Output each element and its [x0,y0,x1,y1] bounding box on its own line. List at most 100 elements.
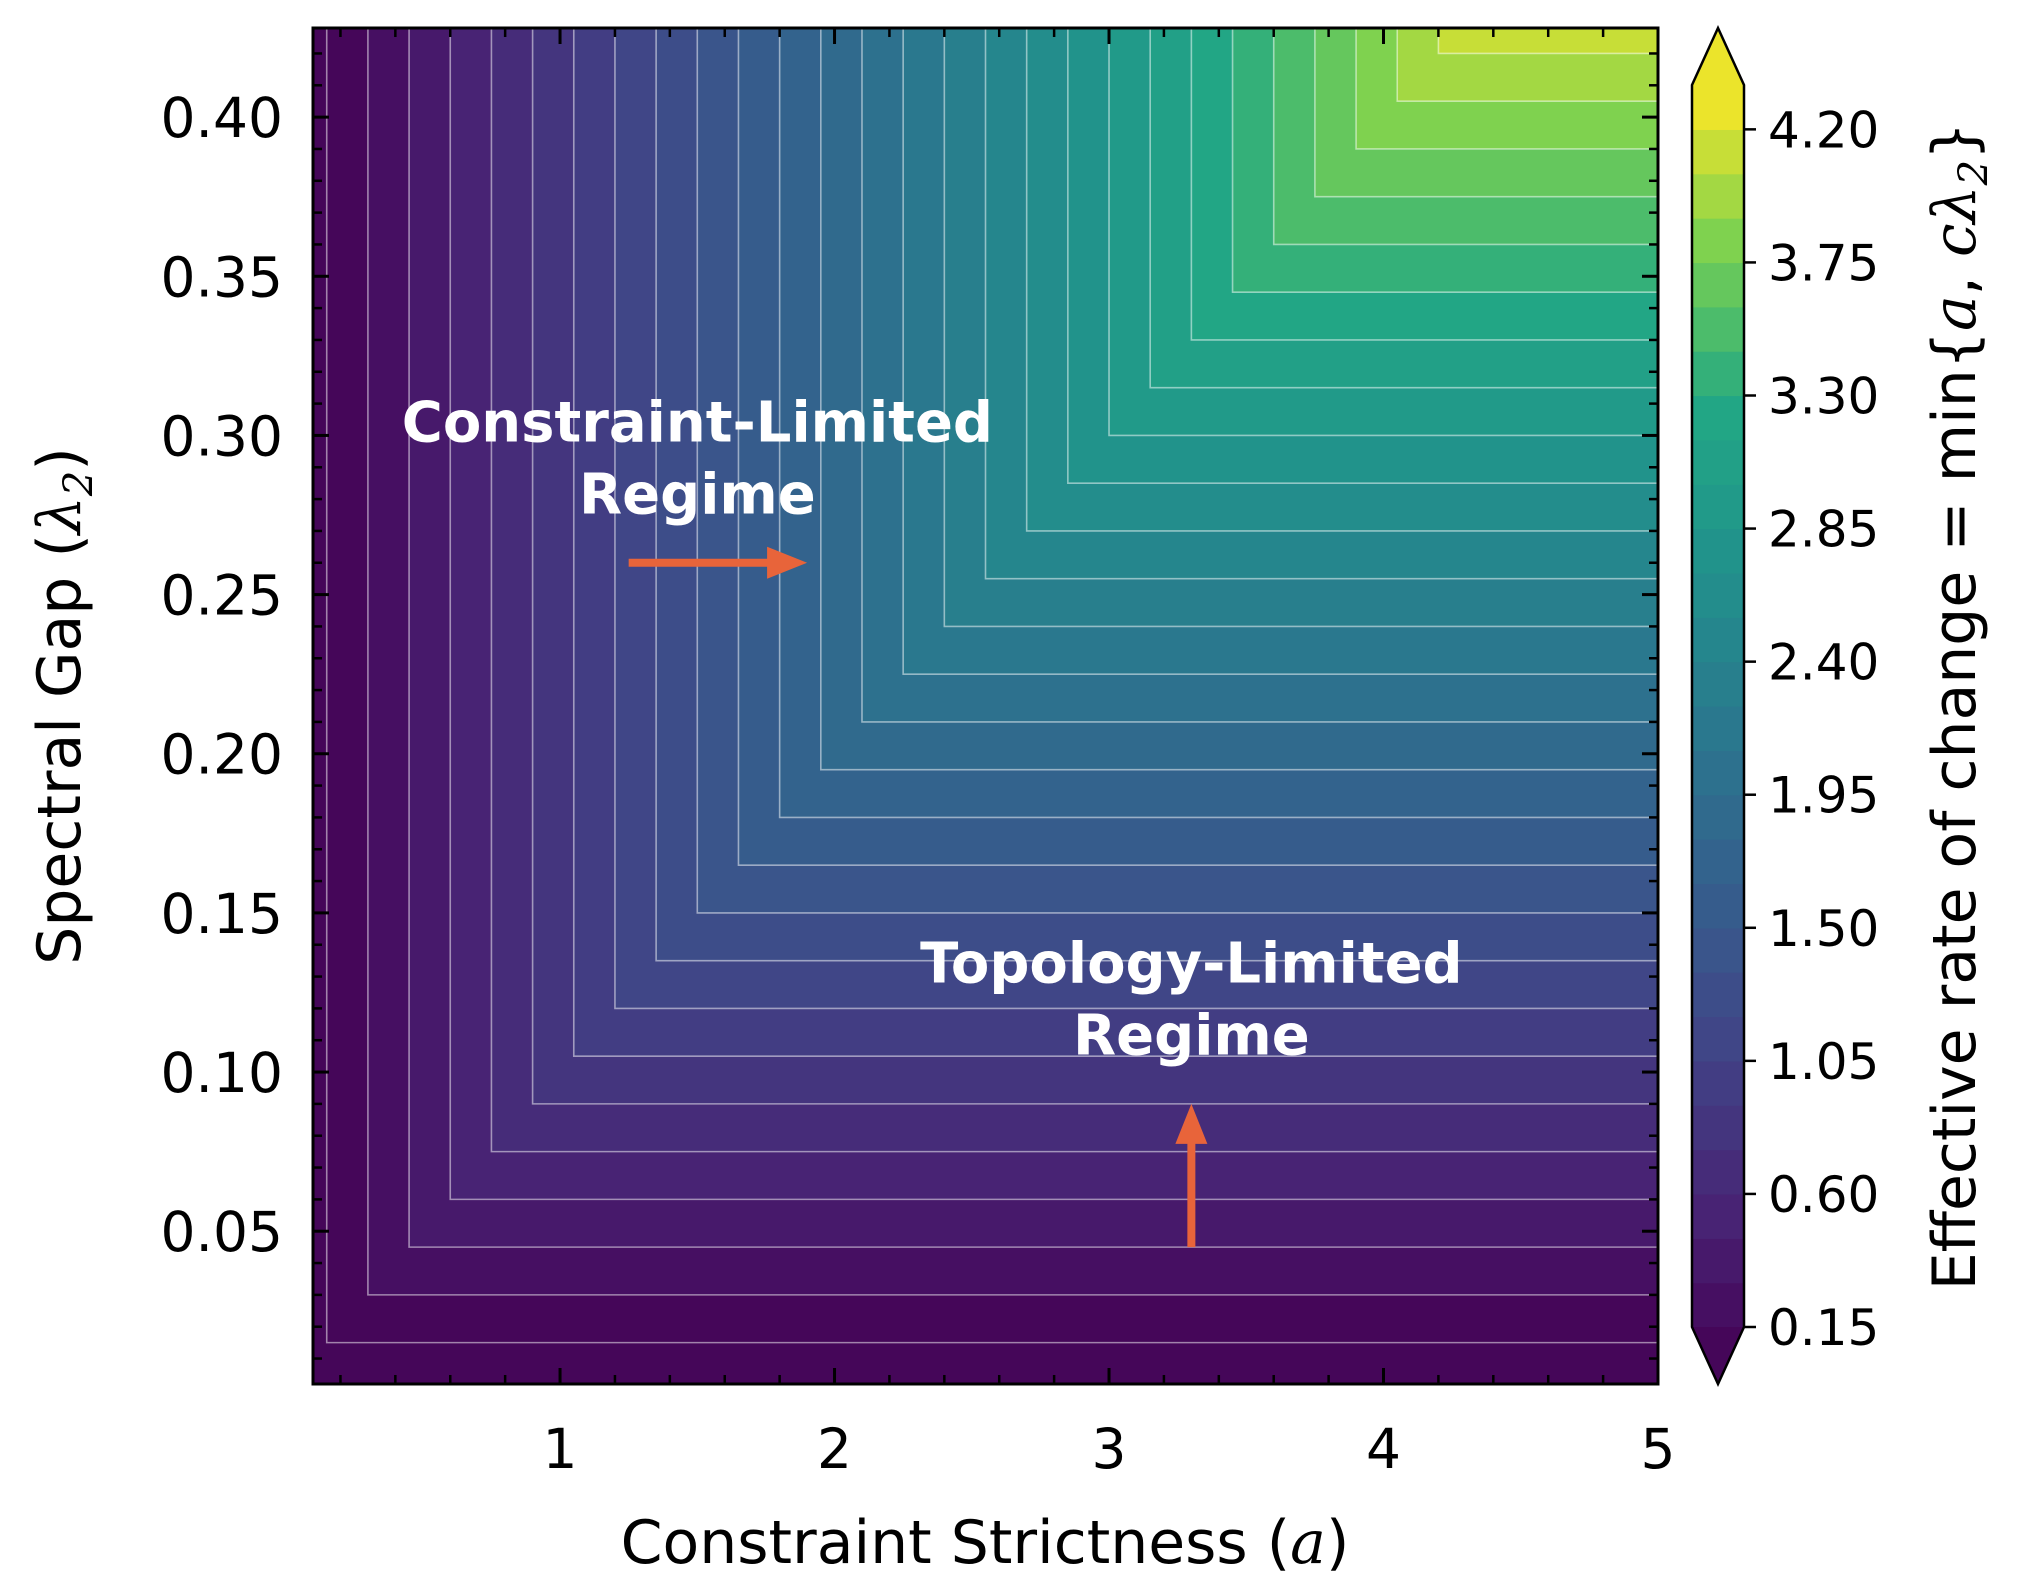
colorbar-tick-label: 0.15 [1768,1299,1879,1357]
arrow-head [767,546,808,579]
colorbar-band [1692,439,1744,485]
contour-line [1231,28,1658,293]
colorbar-tick-label: 1.50 [1768,900,1879,958]
plot-area: Constraint-Limited Regime Topology-Limited… [161,26,1676,1481]
colorbar-tick-label: 3.30 [1768,368,1879,426]
contour-line [614,28,1658,1010]
colorbar-band [1692,395,1744,441]
arrow-head [1175,1103,1208,1144]
annotation-label: Regime [1073,1003,1310,1068]
colorbar-band [1692,750,1744,796]
y-axis-label: Spectral Gap (λ2) [25,447,102,965]
colorbar-band [1692,306,1744,352]
annotation-label: Constraint-Limited [402,390,993,455]
x-tick-label: 3 [1092,1417,1127,1481]
colorbar-band [1692,351,1744,397]
colorbar-band [1692,839,1744,885]
colorbar-tick-label: 4.20 [1768,101,1879,159]
colorbar-band [1692,1105,1744,1151]
x-tick-label: 1 [543,1417,578,1481]
colorbar-ticks: 0.15 0.60 1.05 1.50 1.95 2.40 2.85 3.30 3.75 4.20 [1744,101,1879,1357]
contour-line [1396,28,1658,103]
contour-line [902,28,1658,675]
plot-frame [311,26,1660,1386]
annotation-label: Regime [579,462,816,527]
colorbar-band [1692,1238,1744,1284]
contour-lines [325,28,1658,1344]
colorbar-band [1692,484,1744,530]
contour-line [737,28,1658,866]
contour-line [572,28,1658,1057]
colorbar-band [1692,883,1744,929]
contour-line [531,28,1658,1105]
x-axis-ticks: 1 2 3 4 5 [339,28,1676,1481]
contour-line [1314,28,1658,198]
contour-line [408,28,1658,1248]
colorbar-tick-label: 2.40 [1768,634,1879,692]
contour-line [1108,28,1658,437]
colorbar: 0.15 0.60 1.05 1.50 1.95 2.40 2.85 3.30 3.75 4.20 [1690,24,1879,1388]
colorbar-label: Effective rate of change = min{a, cλ2} [1920,122,1997,1290]
y-tick-label: 0.40 [161,86,283,150]
colorbar-band [1692,129,1744,175]
contour-line [984,28,1658,580]
y-axis-ticks: 0.05 0.10 0.15 0.20 0.25 0.30 0.35 0.40 [161,52,1658,1360]
contour-line [449,28,1658,1201]
colorbar-band [1692,528,1744,574]
colorbar-tick-label: 3.75 [1768,234,1879,292]
contour-line [820,28,1658,771]
colorbar-band [1692,617,1744,663]
colorbar-band [1692,927,1744,973]
contour-line [1272,28,1658,246]
colorbar-band [1692,173,1744,219]
contour-line [778,28,1658,819]
colorbar-band [1692,706,1744,751]
x-tick-label: 4 [1366,1417,1401,1481]
x-tick-label: 5 [1641,1417,1676,1481]
annotations: Constraint-Limited Regime Topology-Limited… [402,390,1463,1248]
colorbar-band [1692,972,1744,1018]
colorbar-band [1692,661,1744,707]
x-axis-label: Constraint Strictness (a) [621,1508,1350,1578]
colorbar-tick-label: 0.60 [1768,1166,1879,1224]
colorbar-bands [1690,24,1746,1388]
colorbar-tick-label: 1.95 [1768,767,1879,825]
contour-line [943,28,1658,628]
y-tick-label: 0.10 [161,1041,283,1105]
y-tick-label: 0.25 [161,564,283,628]
colorbar-band [1692,262,1744,308]
colorbar-band [1692,1193,1744,1239]
colorbar-band [1692,794,1744,840]
colorbar-extend-bottom [1692,1327,1744,1384]
colorbar-band [1692,1282,1744,1328]
colorbar-band [1692,1060,1744,1106]
colorbar-band [1692,1149,1744,1195]
contour-line [696,28,1658,914]
contour-line [325,28,1658,1344]
contour-line [655,28,1658,962]
y-tick-label: 0.05 [161,1200,283,1264]
contour-line [1355,28,1658,150]
colorbar-band [1692,1016,1744,1062]
y-tick-label: 0.30 [161,404,283,468]
y-tick-label: 0.15 [161,882,283,946]
contour-line [1149,28,1658,389]
colorbar-extend-top [1692,28,1744,85]
colorbar-tick-label: 2.85 [1768,501,1879,559]
contour-line [861,28,1658,723]
colorbar-tick-label: 1.05 [1768,1033,1879,1091]
annotation-arrow [628,546,808,579]
annotation-label: Topology-Limited [920,931,1463,996]
contour-line [1067,28,1658,484]
colorbar-band [1692,572,1744,618]
colorbar-band [1692,218,1744,264]
contour-line [367,28,1658,1296]
x-tick-label: 2 [817,1417,852,1481]
contour-bands [313,28,1658,1384]
annotation-arrow [1175,1103,1208,1248]
contour-line [1190,28,1658,341]
contour-line [490,28,1658,1153]
contour-line [1025,28,1658,532]
y-tick-label: 0.20 [161,723,283,787]
